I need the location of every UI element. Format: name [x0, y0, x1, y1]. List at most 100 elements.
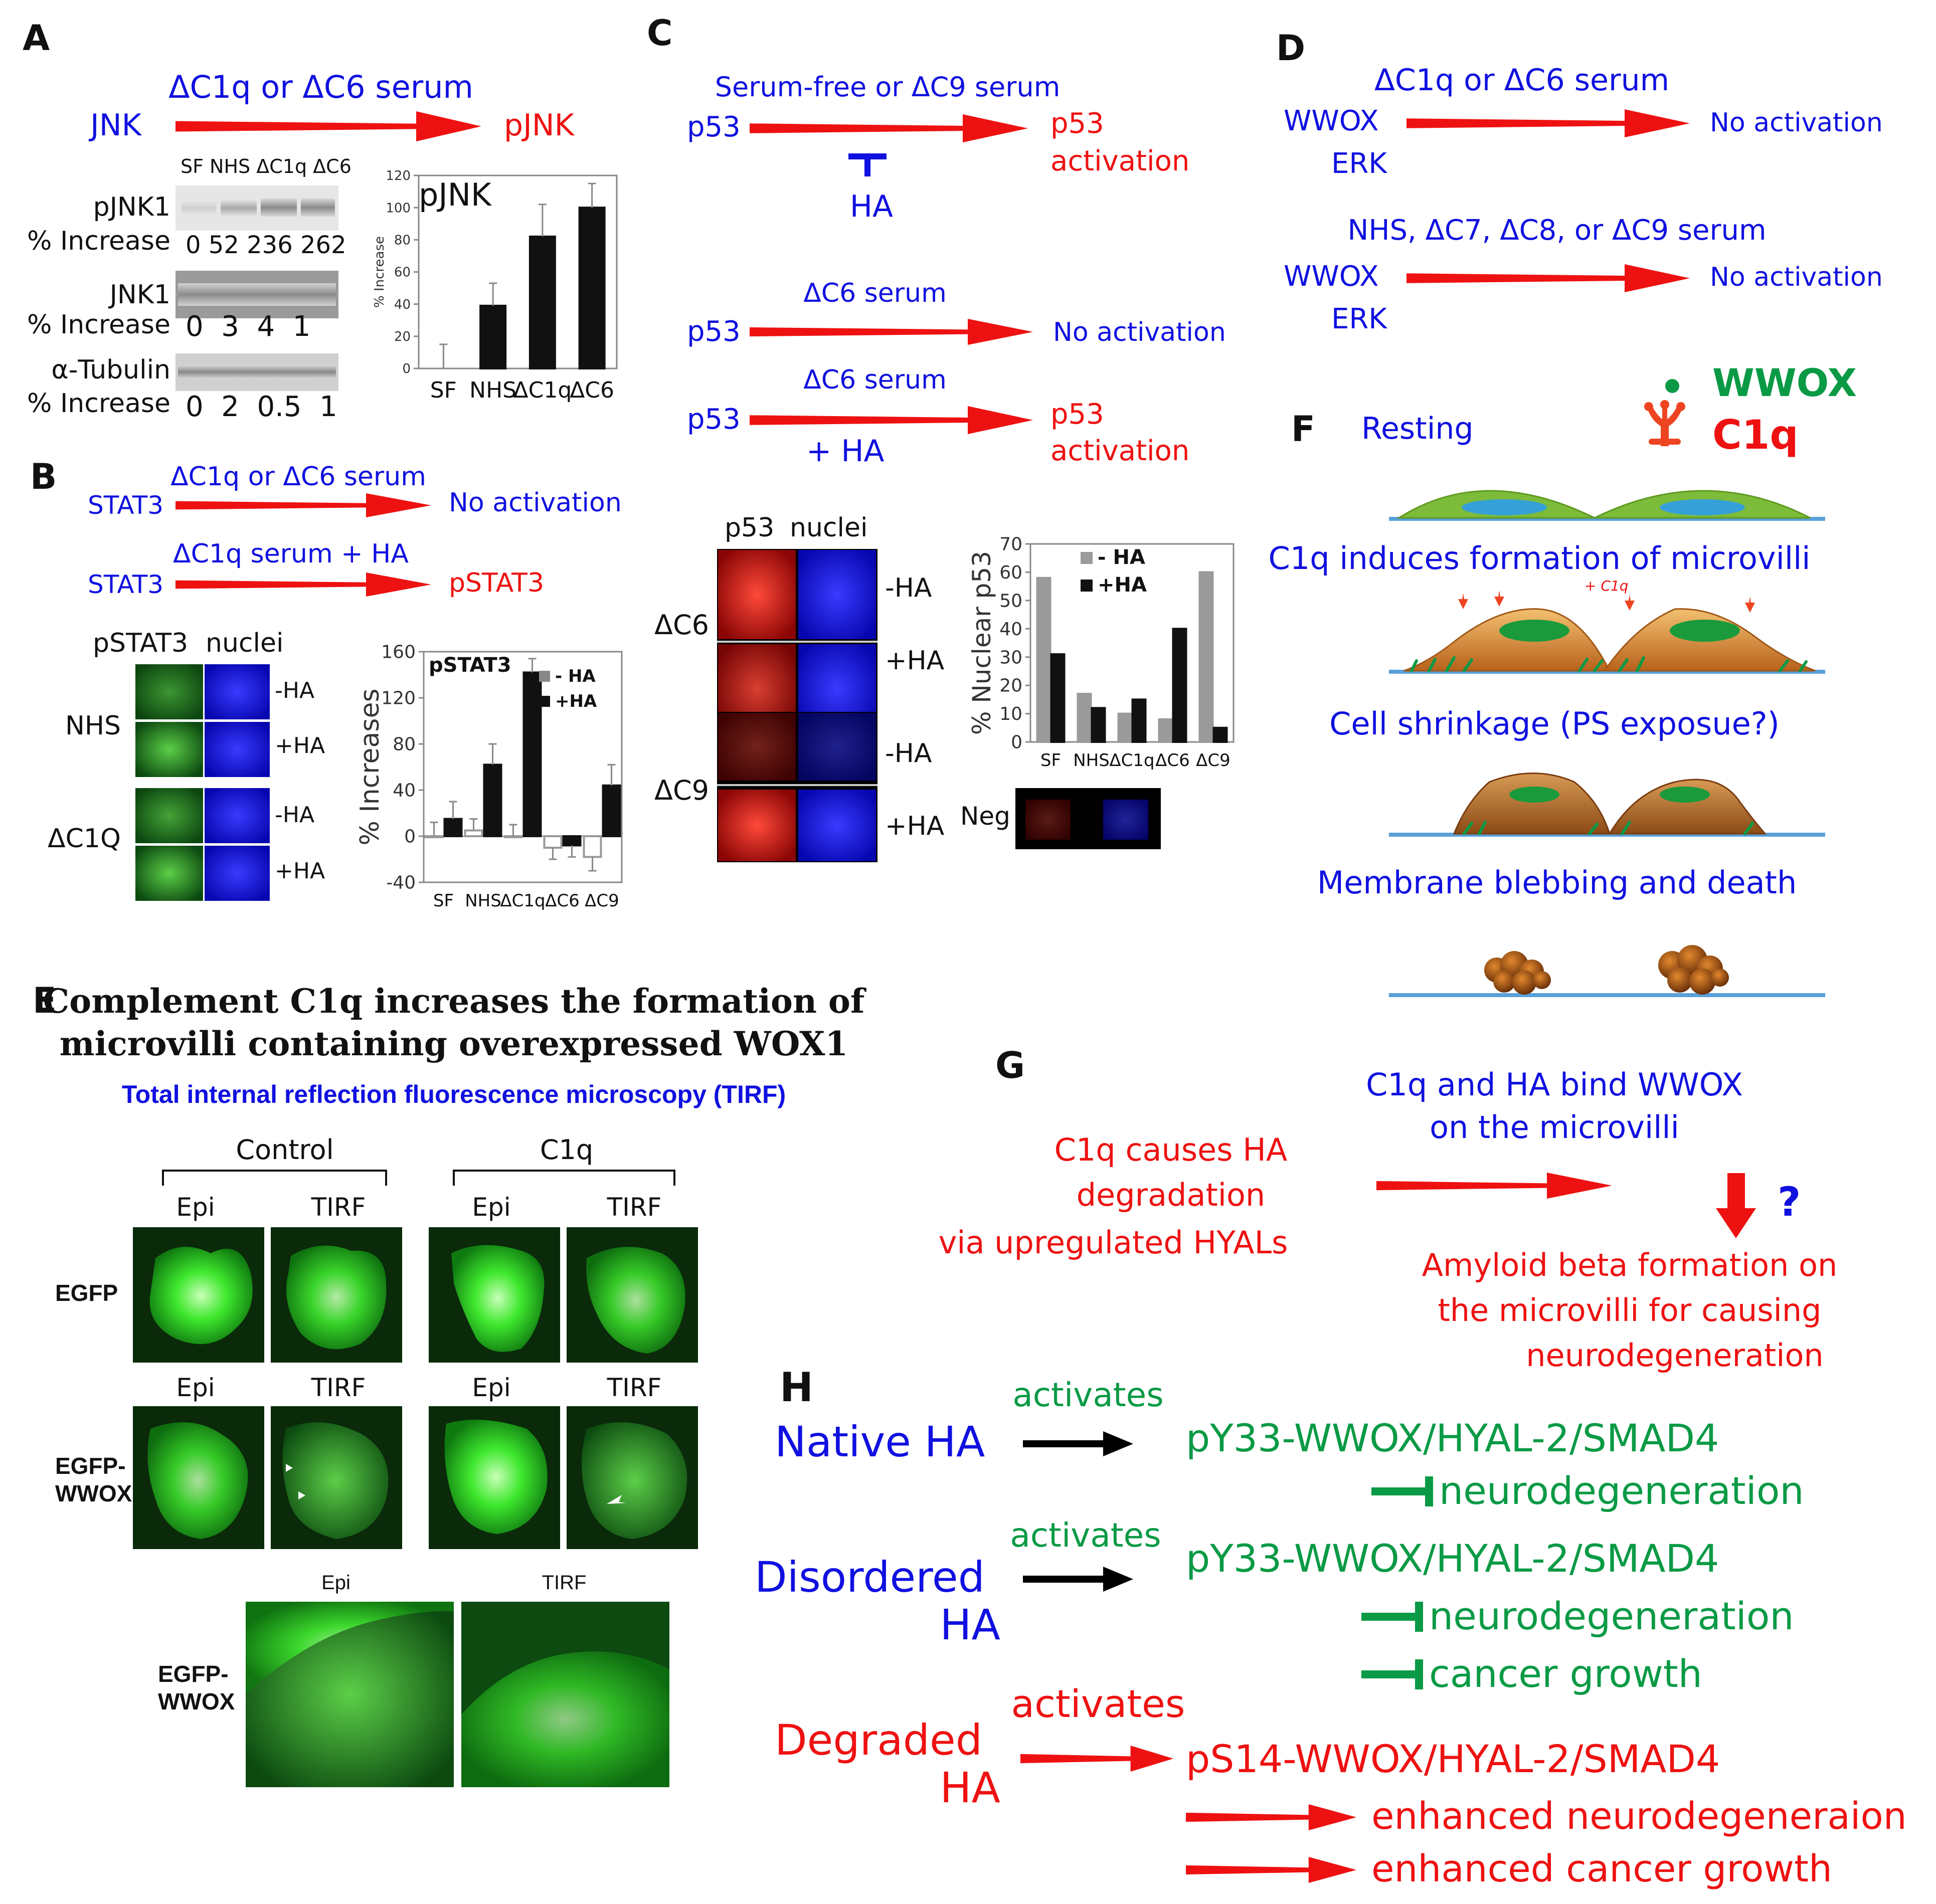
arrow-c1 [750, 114, 1028, 142]
bar-ΔC9 [1198, 571, 1214, 743]
bracket-c1q [453, 1170, 675, 1186]
y-tick-label: 0 [1011, 732, 1022, 753]
row-label-b-4: +HA [275, 858, 325, 884]
bar-ΔC9 [602, 784, 621, 838]
red-arrow-shape [750, 406, 1033, 434]
neg-label: Neg [960, 802, 1010, 831]
bar-NHS [1077, 693, 1092, 743]
row-egfp-wwox-3: EGFP- [158, 1661, 229, 1687]
inhibit-bar-icon [848, 153, 887, 176]
legend-swatch [1081, 552, 1093, 564]
row-label-b-2: +HA [275, 733, 325, 758]
row-egfp-wwox-2: WWOX [55, 1480, 132, 1506]
red-arrow-shape [750, 319, 1033, 345]
h-r1-inhibit-icon [1371, 1476, 1433, 1506]
x-tick-label: ΔC9 [1196, 750, 1230, 771]
red-arrow-shape [175, 573, 431, 597]
bar-ΔC1q [1117, 712, 1133, 743]
h-r1-target: pY33-WWOX/HYAL-2/SMAD4 [1186, 1416, 1719, 1460]
col-tirf-2: TIRF [607, 1193, 662, 1222]
red-arrow-shape [1406, 264, 1690, 292]
blot-bands-pjnk1 [182, 199, 335, 217]
blot-row-tubulin: α-Tubulin [51, 355, 170, 385]
panel-b-line1-to: No activation [449, 488, 622, 518]
legend-swatch [539, 696, 550, 707]
panel-c-s1-to2: activation [1050, 145, 1189, 177]
bar-NHS [479, 304, 507, 369]
red-arrow-shape [175, 493, 431, 517]
arrow-d1 [1406, 109, 1690, 137]
pct-values-jnk1: 0 3 4 1 [186, 310, 310, 343]
pct-label-pjnk1: % Increase [27, 226, 170, 256]
panel-c-s1-to1: p53 [1050, 107, 1104, 140]
panel-c-s3-plus: + HA [806, 434, 885, 469]
x-tick-label: ΔC6 [570, 377, 614, 403]
bar-SF [1036, 577, 1051, 743]
arrow-b1 [175, 493, 431, 517]
panel-b-letter: B [30, 456, 57, 497]
bar-SF [443, 818, 463, 837]
c1q-legend-icon [1644, 400, 1685, 446]
panel-g-left2: degradation [1077, 1177, 1265, 1213]
y-axis-label: % Increase [372, 236, 387, 308]
row-label-b-3: -HA [275, 802, 314, 828]
col-epi-2: Epi [472, 1193, 510, 1222]
panel-e-letter: E [33, 980, 57, 1021]
y-tick-label: 80 [394, 233, 411, 248]
col-epi-5: Epi [321, 1572, 350, 1594]
legend-swatch [1081, 580, 1093, 592]
panel-a-to: pJNK [504, 108, 575, 143]
pct-label-jnk1: % Increase [27, 310, 170, 340]
tirf-zoom-images [246, 1602, 669, 1787]
row-egfp-wwox-1: EGFP- [55, 1453, 126, 1479]
panel-d-s1-from2: ERK [1331, 147, 1387, 180]
tirf-row2-images [133, 1406, 698, 1549]
row-label-c-3: -HA [885, 738, 932, 769]
panel-c-letter: C [647, 13, 672, 54]
h-r2-arrow-icon [1023, 1567, 1133, 1592]
panel-g-left3: via upregulated HYALs [939, 1224, 1288, 1261]
h-r2-ha1: Disordered [755, 1553, 985, 1602]
x-tick-label: SF [1040, 750, 1061, 771]
panel-e-subtitle: Total internal reflection fluorescence m… [122, 1080, 786, 1108]
chart-p53: 0 10 20 30 40 50 60 70 SF NHS ΔC1q ΔC6 ΔC9 % Nuclear … [967, 534, 1235, 771]
h-r2-ha2: HA [940, 1600, 1000, 1649]
arrow-d2 [1406, 264, 1690, 292]
micrograph-grid-c2 [717, 712, 877, 862]
blebbing-cells-illustration [1389, 945, 1825, 997]
y-tick-label: 100 [386, 201, 411, 216]
red-arrow-shape [1186, 1804, 1356, 1830]
legend-c1q: C1q [1712, 412, 1799, 458]
row-label-c-2: +HA [885, 646, 945, 676]
legend-swatch [539, 671, 550, 682]
h-r1-arrow-icon [1023, 1431, 1133, 1456]
panel-d-letter: D [1276, 28, 1305, 69]
h-r3-ha1: Degraded [775, 1716, 982, 1765]
red-arrow-shape [1186, 1857, 1356, 1883]
blot-row-pjnk1: pJNK1 [93, 192, 170, 222]
panel-g-right2: on the microvilli [1430, 1109, 1679, 1146]
panel-c-s1-inhibitor: HA [850, 189, 893, 224]
panel-b: B ΔC1q or ΔC6 serum STAT3 No activation … [30, 456, 623, 911]
pct-label-tubulin: % Increase [27, 389, 170, 419]
h-r3-arrow-3 [1186, 1857, 1356, 1883]
y-tick-label: 20 [394, 329, 411, 344]
panel-f: F Resting WWOX C1q C1q induces formation… [1268, 360, 1857, 997]
h-r3-out1: enhanced neurodegeneraion [1371, 1795, 1907, 1838]
bar-ΔC6 [578, 207, 606, 369]
y-tick-label: 120 [386, 168, 411, 183]
x-tick-label: ΔC9 [585, 891, 619, 911]
panel-e-title1: Complement C1q increases the formation o… [43, 982, 866, 1021]
h-r2-out2: cancer growth [1429, 1651, 1702, 1696]
bar-ΔC9 [1212, 726, 1228, 743]
red-arrow-shape [1376, 1173, 1612, 1199]
shrunk-cells-illustration [1389, 773, 1825, 837]
x-tick-label: ΔC6 [1155, 750, 1190, 771]
legend-label: - HA [1098, 546, 1145, 569]
blot-band-jnk1 [178, 283, 336, 306]
panel-g-bottom2: the microvilli for causing [1438, 1292, 1821, 1328]
y-tick-label: 0 [402, 361, 411, 376]
